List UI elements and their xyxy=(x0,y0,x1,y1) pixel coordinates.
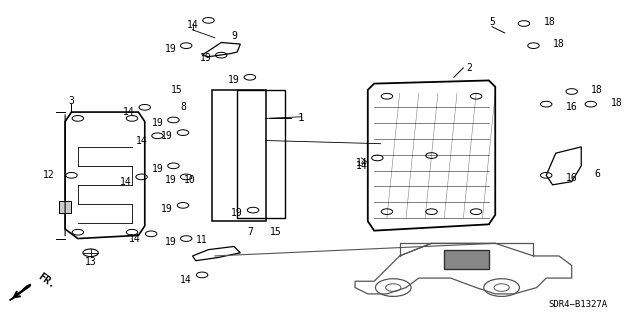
Text: 14: 14 xyxy=(136,136,147,145)
Text: 14: 14 xyxy=(356,161,367,171)
Text: 19: 19 xyxy=(200,53,211,63)
Text: 16: 16 xyxy=(566,102,577,112)
Text: 18: 18 xyxy=(591,85,603,95)
Text: 19: 19 xyxy=(164,44,176,54)
Text: 11: 11 xyxy=(196,235,208,245)
Text: 14: 14 xyxy=(129,234,141,243)
Text: 19: 19 xyxy=(228,76,240,85)
Text: 13: 13 xyxy=(84,257,97,267)
Text: 19: 19 xyxy=(164,237,176,247)
Text: 14: 14 xyxy=(120,177,132,187)
Text: 10: 10 xyxy=(184,175,195,185)
Text: 14: 14 xyxy=(123,107,134,117)
Text: 14: 14 xyxy=(180,275,192,285)
Text: FR.: FR. xyxy=(36,272,58,291)
Bar xyxy=(212,90,266,221)
Text: 2: 2 xyxy=(467,63,473,73)
Text: 15: 15 xyxy=(171,85,182,95)
Bar xyxy=(444,250,489,269)
Text: 8: 8 xyxy=(180,102,186,112)
Text: 1: 1 xyxy=(298,113,304,123)
Text: 14: 14 xyxy=(187,20,198,30)
Text: 18: 18 xyxy=(611,98,622,108)
Text: 15: 15 xyxy=(269,227,281,237)
Text: 19: 19 xyxy=(161,131,173,141)
Text: 3: 3 xyxy=(68,96,74,106)
Text: 18: 18 xyxy=(553,39,565,49)
Text: 6: 6 xyxy=(595,169,600,179)
Text: 19: 19 xyxy=(231,208,243,218)
Text: 7: 7 xyxy=(247,227,253,237)
Polygon shape xyxy=(10,285,31,300)
Text: 5: 5 xyxy=(489,17,495,27)
Bar xyxy=(59,201,72,213)
Text: 19: 19 xyxy=(161,204,173,213)
Text: 16: 16 xyxy=(566,174,577,183)
Text: SDR4−B1327A: SDR4−B1327A xyxy=(548,300,607,309)
Text: 19: 19 xyxy=(152,164,163,174)
Text: 19: 19 xyxy=(164,175,176,185)
Text: 14: 14 xyxy=(356,158,367,168)
Text: 19: 19 xyxy=(152,118,163,128)
Text: 18: 18 xyxy=(543,17,556,27)
Bar xyxy=(237,90,285,218)
Text: 9: 9 xyxy=(231,31,237,41)
Text: 12: 12 xyxy=(44,170,55,180)
